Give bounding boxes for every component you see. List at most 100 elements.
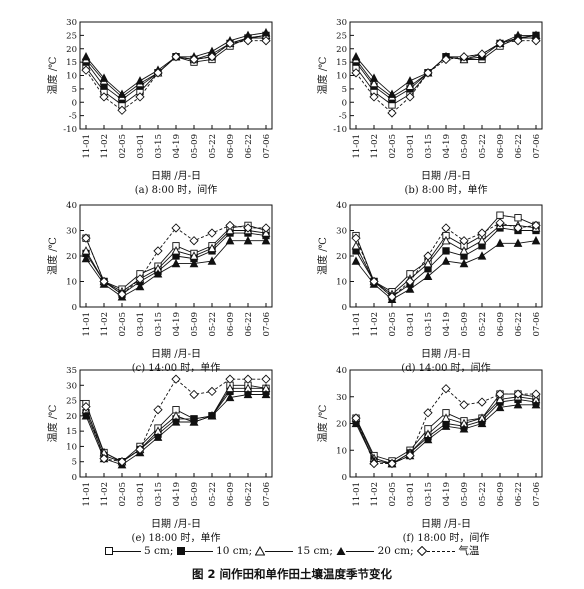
data-point: [135, 274, 145, 284]
x-tick-label: 07-06: [262, 134, 272, 159]
data-point: [405, 276, 415, 287]
data-point: [171, 417, 181, 426]
x-axis-label: 日期 /月-日: [151, 348, 201, 360]
x-tick-label: 02-05: [118, 482, 128, 507]
data-point: [207, 386, 217, 397]
series-line: [355, 40, 536, 114]
data-point: [441, 384, 451, 394]
series-line: [355, 37, 536, 106]
x-tick-label: 06-09: [496, 134, 506, 159]
x-tick-label: 03-15: [154, 312, 164, 337]
data-point: [387, 458, 397, 469]
data-point: [135, 92, 145, 102]
series-line: [85, 40, 266, 111]
y-tick-label: 20: [336, 45, 347, 55]
x-tick-label: 05-09: [190, 482, 200, 507]
y-tick-label: 15: [66, 58, 77, 68]
legend-item-20cm: 20 cm;: [336, 545, 417, 557]
data-point: [442, 247, 450, 255]
series-line: [85, 34, 267, 98]
panel-caption: (a) 8:00 时，间作: [135, 183, 218, 196]
data-point: [351, 233, 361, 243]
x-tick-label: 03-01: [136, 482, 146, 507]
data-point: [207, 52, 217, 62]
data-point: [441, 54, 451, 65]
data-point: [81, 402, 91, 412]
data-point: [99, 454, 109, 464]
data-point: [225, 374, 235, 384]
y-axis-label: 温度 /℃: [46, 405, 59, 443]
y-tick-label: 30: [336, 393, 347, 403]
data-point: [423, 434, 433, 444]
x-axis-label: 日期 /月-日: [421, 348, 471, 360]
x-tick-label: 06-09: [496, 312, 506, 337]
data-point: [225, 225, 235, 235]
data-point: [351, 51, 361, 61]
x-tick-label: 11-02: [100, 134, 110, 159]
series-line: [85, 34, 267, 101]
chart-panel: 0 10 20 30 40 11-01 11-02 02-05 03-01 03-15 04-19 0…: [316, 201, 543, 374]
x-tick-label: 03-01: [136, 312, 146, 337]
y-tick-label: 30: [66, 227, 77, 237]
panel-caption: (b) 8:00 时，单作: [404, 184, 487, 196]
data-point: [513, 238, 523, 247]
data-point: [189, 258, 199, 268]
data-point: [189, 389, 199, 400]
data-point: [495, 394, 505, 404]
data-point: [153, 246, 163, 256]
y-tick-label: 25: [66, 397, 77, 407]
data-point: [459, 246, 469, 255]
data-point: [423, 271, 433, 281]
plot-frame: [349, 204, 543, 308]
x-tick-label: 03-01: [406, 482, 416, 507]
x-tick-label: 05-09: [460, 312, 470, 337]
y-tick-label: 40: [336, 201, 347, 211]
x-tick-label: 06-22: [244, 482, 254, 507]
x-tick-label: 05-22: [208, 312, 218, 337]
figure-title: 图 2 间作田和单作田土壤温度季节变化: [191, 567, 392, 581]
y-tick-label: 0: [72, 98, 77, 108]
filled-triangle-icon: [336, 547, 346, 555]
data-point: [351, 68, 361, 78]
data-point: [117, 89, 127, 98]
legend-item-5cm: 5 cm;: [104, 545, 177, 557]
data-point: [441, 421, 451, 430]
data-point: [405, 284, 415, 293]
data-point: [369, 92, 379, 102]
series-line: [85, 390, 266, 463]
data-point: [477, 228, 487, 238]
x-tick-label: 04-19: [442, 134, 452, 159]
data-point: [171, 52, 181, 62]
data-point: [531, 389, 541, 399]
open-diamond-icon: [416, 545, 428, 557]
x-tick-label: 02-05: [118, 312, 128, 337]
data-point: [369, 458, 379, 469]
x-tick-label: 02-05: [388, 312, 398, 337]
y-tick-label: 0: [72, 473, 77, 483]
data-point: [207, 256, 217, 265]
y-axis-label: 温度 /℃: [46, 237, 59, 275]
data-point: [99, 73, 109, 82]
open-triangle-icon: [255, 545, 266, 556]
data-point: [81, 411, 91, 420]
panel-caption: (c) 14:00 时，单作: [132, 362, 221, 374]
data-point: [261, 36, 271, 46]
x-tick-label: 04-19: [172, 482, 182, 507]
data-point: [189, 236, 199, 246]
x-tick-label: 03-01: [136, 134, 146, 159]
data-point: [441, 413, 451, 422]
chart-panel: 0 5 10 15 20 25 30 35 11-01 11-02 02-05 03-01 03-15 0…: [46, 366, 273, 544]
data-point: [117, 105, 127, 115]
chart-panel: 0 10 20 30 40 11-01 11-02 02-05 03-01 03-15 04-19 0…: [46, 201, 273, 374]
data-point: [207, 243, 217, 253]
x-tick-label: 06-22: [514, 134, 524, 159]
legend-item-10cm: 10 cm;: [176, 545, 256, 557]
data-point: [261, 374, 271, 384]
data-point: [405, 450, 415, 461]
y-tick-label: 0: [72, 303, 77, 313]
data-point: [243, 223, 253, 233]
x-axis-label: 日期 /月-日: [151, 170, 201, 182]
series-line: [85, 378, 266, 463]
x-tick-label: 03-15: [154, 134, 164, 159]
plot-frame: [79, 21, 273, 130]
